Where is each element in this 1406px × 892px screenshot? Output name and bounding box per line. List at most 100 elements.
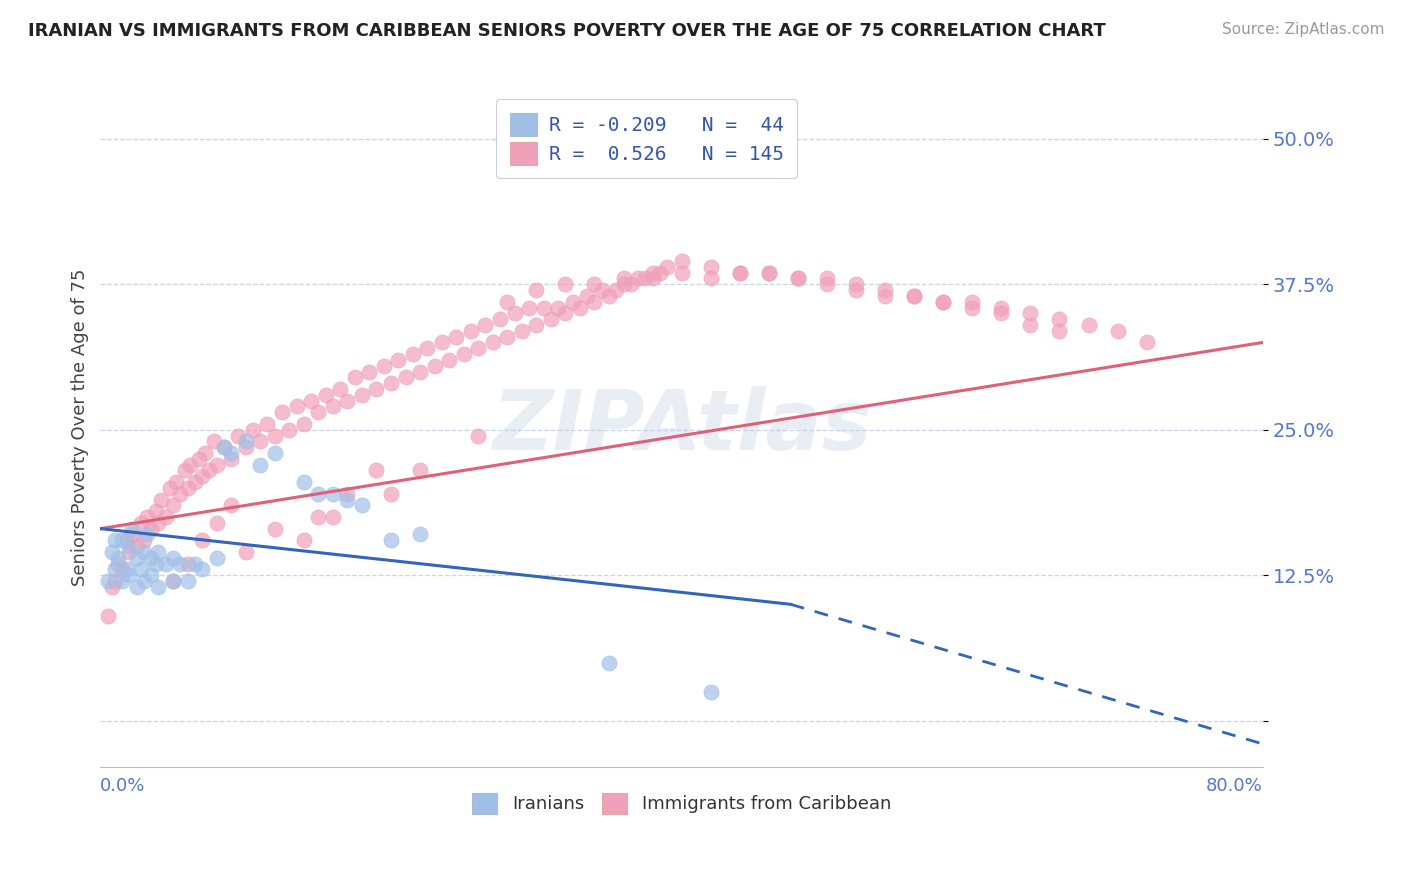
Point xyxy=(903,289,925,303)
Point xyxy=(758,266,780,280)
Point xyxy=(503,306,526,320)
Point xyxy=(125,539,148,553)
Point xyxy=(169,487,191,501)
Point xyxy=(285,400,308,414)
Point xyxy=(162,574,184,588)
Point xyxy=(1049,324,1071,338)
Point xyxy=(568,301,591,315)
Point xyxy=(612,277,634,292)
Point xyxy=(202,434,225,449)
Point xyxy=(107,557,129,571)
Point xyxy=(1136,335,1159,350)
Point xyxy=(1107,324,1129,338)
Point xyxy=(118,545,141,559)
Point xyxy=(307,510,329,524)
Point xyxy=(132,545,155,559)
Point xyxy=(699,271,721,285)
Point xyxy=(409,527,432,541)
Point xyxy=(135,510,157,524)
Point xyxy=(150,492,173,507)
Point xyxy=(118,568,141,582)
Point xyxy=(561,294,583,309)
Point xyxy=(583,294,606,309)
Point xyxy=(641,266,664,280)
Point xyxy=(256,417,278,431)
Point xyxy=(540,312,562,326)
Point xyxy=(169,557,191,571)
Point xyxy=(402,347,425,361)
Point xyxy=(576,289,599,303)
Point xyxy=(423,359,446,373)
Point xyxy=(184,557,207,571)
Point xyxy=(212,440,235,454)
Point xyxy=(612,271,634,285)
Point xyxy=(129,516,152,530)
Point xyxy=(460,324,482,338)
Point xyxy=(111,574,134,588)
Point xyxy=(598,289,620,303)
Point xyxy=(699,260,721,274)
Point xyxy=(875,283,897,297)
Point xyxy=(373,359,395,373)
Point xyxy=(135,527,157,541)
Point xyxy=(101,545,124,559)
Point xyxy=(129,562,152,576)
Legend: Iranians, Immigrants from Caribbean: Iranians, Immigrants from Caribbean xyxy=(463,784,900,823)
Point xyxy=(111,533,134,548)
Point xyxy=(990,306,1012,320)
Point xyxy=(191,533,214,548)
Point xyxy=(212,440,235,454)
Point xyxy=(299,393,322,408)
Point xyxy=(162,550,184,565)
Point xyxy=(990,301,1012,315)
Point xyxy=(467,428,489,442)
Point xyxy=(962,301,984,315)
Point xyxy=(409,463,432,477)
Point xyxy=(510,324,533,338)
Point xyxy=(176,574,198,588)
Point xyxy=(336,393,359,408)
Point xyxy=(343,370,366,384)
Point xyxy=(655,260,678,274)
Point xyxy=(350,499,373,513)
Point xyxy=(219,499,242,513)
Point xyxy=(278,423,301,437)
Point xyxy=(111,562,134,576)
Point xyxy=(118,539,141,553)
Point xyxy=(188,451,211,466)
Point xyxy=(292,533,315,548)
Point xyxy=(786,271,808,285)
Point xyxy=(554,306,576,320)
Text: ZIPAtlas: ZIPAtlas xyxy=(492,386,872,467)
Point xyxy=(101,580,124,594)
Point xyxy=(315,388,337,402)
Point xyxy=(409,365,432,379)
Point xyxy=(115,533,138,548)
Point xyxy=(903,289,925,303)
Point xyxy=(155,510,177,524)
Point xyxy=(380,487,402,501)
Point xyxy=(517,301,540,315)
Point xyxy=(815,271,838,285)
Point xyxy=(524,318,547,332)
Point xyxy=(115,562,138,576)
Text: 80.0%: 80.0% xyxy=(1206,777,1263,795)
Text: 0.0%: 0.0% xyxy=(100,777,146,795)
Point xyxy=(932,294,955,309)
Point xyxy=(620,277,643,292)
Point xyxy=(416,341,439,355)
Point xyxy=(641,271,664,285)
Point xyxy=(453,347,475,361)
Point xyxy=(845,277,868,292)
Point xyxy=(430,335,453,350)
Point xyxy=(699,684,721,698)
Point xyxy=(758,266,780,280)
Point xyxy=(184,475,207,489)
Point xyxy=(132,574,155,588)
Point xyxy=(141,550,163,565)
Point xyxy=(235,434,257,449)
Point xyxy=(191,562,214,576)
Point xyxy=(141,522,163,536)
Point xyxy=(366,382,388,396)
Point xyxy=(198,463,221,477)
